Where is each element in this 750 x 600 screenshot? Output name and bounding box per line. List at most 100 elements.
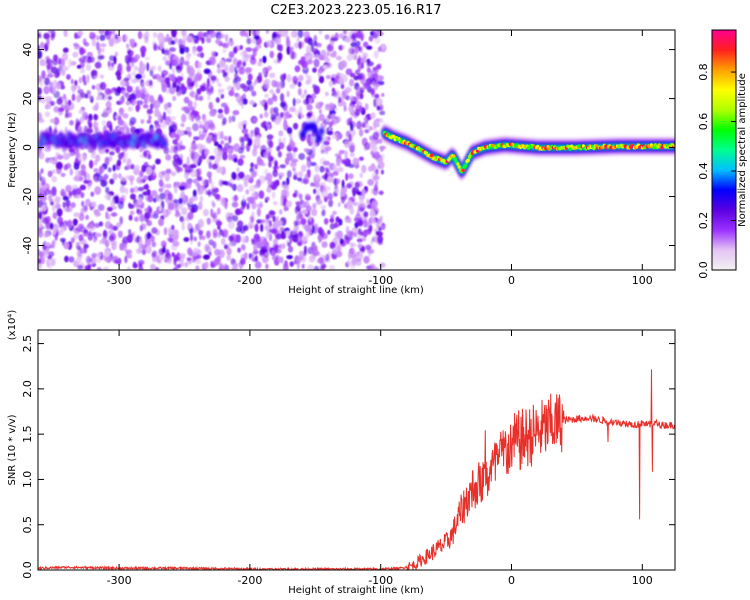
noise-dot	[292, 167, 296, 172]
noise-dot	[333, 164, 338, 172]
noise-dot	[39, 59, 46, 67]
noise-dot	[78, 57, 83, 62]
noise-dot	[117, 119, 125, 126]
noise-dot	[127, 50, 134, 57]
noise-dot	[214, 141, 219, 147]
noise-dot	[310, 162, 317, 167]
noise-dot	[370, 139, 377, 148]
noise-dot	[266, 246, 272, 251]
noise-dot	[192, 110, 200, 117]
noise-dot	[232, 183, 237, 191]
noise-dot	[272, 201, 278, 206]
noise-dot	[246, 79, 252, 86]
noise-dot	[313, 85, 321, 95]
noise-dot	[265, 30, 269, 34]
noise-dot	[46, 40, 50, 47]
colorbar-tick-label: 0.4	[697, 162, 710, 180]
noise-dot	[366, 204, 372, 209]
noise-dot	[104, 148, 110, 153]
noise-dot	[377, 235, 384, 244]
noise-dot	[158, 94, 163, 103]
noise-dot	[79, 247, 86, 254]
noise-dot	[359, 92, 364, 100]
noise-dot	[206, 77, 210, 87]
noise-dot	[179, 253, 186, 259]
noise-dot	[236, 167, 240, 173]
noise-dot	[320, 149, 325, 154]
noise-dot	[308, 255, 315, 263]
noise-dot	[140, 63, 147, 72]
noise-dot	[93, 114, 99, 121]
noise-dot	[346, 54, 354, 62]
noise-dot	[221, 147, 228, 155]
noise-dot	[344, 37, 352, 43]
noise-dot	[298, 41, 303, 50]
noise-dot	[345, 172, 349, 181]
noise-dot	[354, 181, 360, 188]
noise-dot	[163, 227, 168, 236]
noise-dot	[211, 134, 218, 143]
noise-dot	[292, 150, 296, 159]
noise-dot	[87, 233, 94, 241]
noise-dot	[55, 82, 62, 90]
noise-dot	[68, 191, 73, 197]
noise-dot	[282, 181, 286, 186]
noise-dot	[175, 210, 180, 216]
noise-dot	[106, 206, 113, 212]
noise-dot	[361, 188, 366, 197]
noise-dot	[368, 35, 374, 42]
noise-dot	[318, 30, 323, 35]
noise-dot	[279, 256, 284, 264]
noise-dot	[237, 121, 245, 130]
noise-dot	[171, 40, 176, 45]
noise-dot	[206, 171, 212, 178]
noise-dot	[99, 34, 106, 41]
noise-dot	[303, 148, 310, 153]
noise-dot	[209, 109, 217, 117]
noise-dot	[355, 257, 362, 262]
noise-dot	[266, 134, 274, 140]
noise-dot	[281, 189, 287, 197]
spectrogram-frame	[37, 29, 676, 271]
noise-dot	[261, 162, 266, 167]
noise-dot	[286, 152, 291, 158]
noise-dot	[53, 106, 60, 113]
noise-dot	[94, 61, 102, 69]
noise-dot	[352, 201, 359, 206]
noise-dot	[288, 156, 295, 162]
noise-dot	[224, 200, 228, 210]
noise-dot	[251, 192, 257, 197]
noise-dot	[275, 220, 283, 227]
noise-dot	[134, 201, 141, 207]
noise-dot	[303, 31, 310, 39]
noise-dot	[275, 233, 282, 240]
noise-dot	[141, 248, 147, 255]
noise-dot	[315, 42, 322, 48]
noise-dot	[280, 101, 286, 108]
noise-dot	[60, 172, 66, 178]
noise-dot	[71, 86, 76, 94]
noise-dot	[242, 50, 248, 55]
noise-dot	[62, 201, 66, 209]
noise-dot	[49, 118, 56, 124]
noise-dot	[133, 65, 139, 71]
noise-dot	[196, 68, 201, 76]
noise-dot	[297, 81, 302, 88]
noise-dot	[139, 225, 143, 232]
noise-dot	[248, 253, 252, 260]
noise-dot	[65, 184, 72, 193]
noise-dot	[368, 248, 375, 254]
noise-dot	[245, 67, 252, 75]
noise-dot	[338, 96, 342, 104]
noise-dot	[357, 65, 362, 72]
noise-dot	[377, 75, 384, 81]
noise-dot	[40, 95, 46, 105]
noise-dot	[180, 83, 185, 88]
noise-dot	[130, 99, 136, 106]
noise-dot	[377, 63, 382, 70]
noise-dot	[272, 239, 278, 244]
noise-dot	[44, 242, 51, 247]
noise-dot	[315, 101, 320, 107]
noise-dot	[181, 30, 187, 37]
noise-dot	[286, 74, 292, 83]
